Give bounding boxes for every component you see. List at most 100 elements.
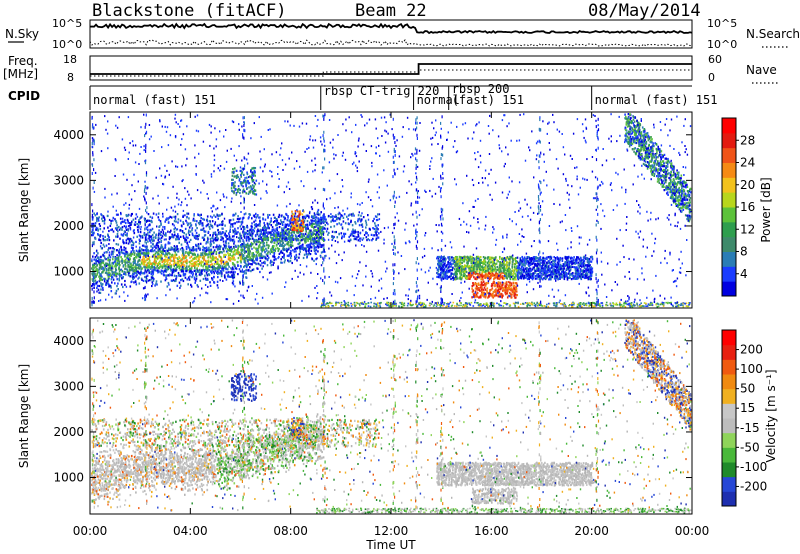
range-time-cell [512, 273, 514, 276]
range-time-cell [452, 262, 454, 265]
range-time-cell [111, 281, 113, 284]
range-time-cell [93, 286, 95, 289]
range-time-cell [101, 217, 103, 220]
range-time-cell [258, 254, 260, 257]
range-time-cell [270, 250, 273, 253]
range-time-cell [107, 214, 109, 218]
range-time-cell [291, 240, 294, 243]
range-time-cell [103, 264, 106, 267]
range-time-cell [305, 227, 308, 230]
range-time-cell [208, 246, 210, 249]
range-time-cell [102, 262, 105, 265]
range-time-cell [328, 214, 330, 218]
range-time-cell [320, 216, 322, 219]
range-time-cell [222, 267, 225, 270]
range-time-cell [150, 273, 153, 276]
range-time-cell [547, 262, 550, 265]
range-time-cell [577, 264, 580, 267]
range-time-cell [251, 167, 253, 170]
range-time-cell [160, 254, 163, 257]
range-time-cell [175, 269, 177, 272]
range-time-cell [255, 247, 257, 250]
range-time-cell [135, 213, 138, 216]
range-time-cell [107, 258, 109, 261]
range-time-cell [150, 271, 152, 274]
range-time-cell [102, 271, 104, 274]
range-time-cell [137, 271, 139, 274]
range-time-cell [329, 216, 332, 219]
range-time-cell [197, 221, 200, 225]
range-time-cell [185, 247, 188, 251]
range-time-cell [115, 289, 118, 292]
range-time-cell [228, 245, 230, 248]
range-time-cell [289, 234, 292, 237]
range-time-cell [211, 255, 214, 258]
range-time-cell [300, 220, 303, 223]
range-time-cell [229, 253, 232, 257]
range-time-cell [211, 220, 214, 223]
range-time-cell [534, 262, 536, 266]
range-time-cell [95, 228, 97, 231]
range-time-cell [98, 280, 101, 283]
range-time-cell [301, 216, 304, 219]
range-time-cell [175, 279, 177, 282]
range-time-cell [190, 267, 193, 270]
range-time-cell [273, 245, 275, 248]
range-time-cell [130, 252, 132, 255]
range-time-cell [157, 247, 159, 250]
range-time-cell [116, 224, 118, 227]
range-time-cell [276, 226, 279, 230]
range-time-cell [330, 225, 332, 229]
range-time-cell [218, 255, 221, 258]
range-time-cell [266, 226, 269, 230]
range-time-cell [315, 229, 317, 232]
range-time-cell [179, 235, 182, 238]
range-time-cell [307, 253, 309, 256]
range-time-cell [295, 250, 297, 253]
range-time-cell [130, 267, 133, 271]
range-time-cell [214, 231, 217, 234]
range-time-cell [233, 246, 235, 250]
range-time-cell [94, 222, 97, 225]
range-time-cell [305, 214, 308, 217]
range-time-cell [291, 244, 294, 247]
range-time-cell [133, 229, 135, 232]
range-time-cell [245, 243, 247, 246]
cpid-segment-label: normal (fast) 151 [93, 93, 216, 107]
range-time-cell [225, 268, 227, 271]
range-time-cell [275, 244, 278, 247]
range-time-cell [259, 256, 261, 259]
range-time-cell [131, 252, 134, 255]
range-time-cell [252, 179, 255, 182]
range-time-cell [150, 237, 153, 240]
range-time-cell [128, 239, 131, 242]
range-time-cell [282, 220, 285, 224]
range-time-cell [289, 257, 292, 260]
range-time-cell [202, 251, 204, 254]
range-time-cell [272, 248, 275, 251]
range-time-cell [276, 247, 279, 250]
range-time-cell [220, 235, 222, 238]
range-time-cell [263, 221, 265, 225]
range-time-cell [456, 256, 458, 259]
range-time-cell [237, 176, 240, 179]
range-time-cell [267, 224, 269, 228]
range-time-cell [365, 221, 367, 224]
range-time-cell [316, 213, 318, 216]
range-time-cell [299, 210, 301, 213]
range-time-cell [260, 232, 263, 236]
range-time-cell [246, 176, 248, 179]
range-time-cell [281, 251, 284, 254]
range-time-cell [352, 212, 354, 215]
range-time-cell [232, 178, 234, 181]
range-time-cell [175, 238, 177, 241]
range-time-cell [110, 219, 112, 223]
range-time-cell [279, 244, 281, 247]
range-time-cell [245, 255, 248, 258]
range-time-cell [261, 247, 263, 250]
range-time-cell [273, 261, 275, 264]
range-time-cell [91, 218, 94, 221]
range-time-cell [255, 225, 258, 228]
range-time-cell [224, 224, 226, 227]
range-time-cell [196, 267, 198, 270]
